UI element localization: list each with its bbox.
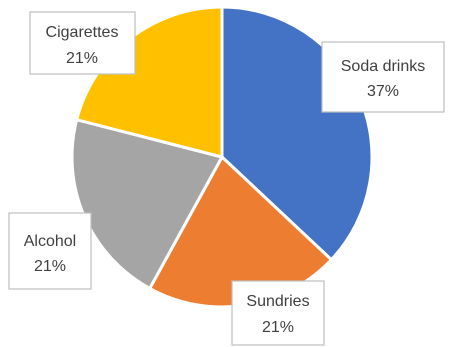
label-alcohol-value: 21% bbox=[34, 258, 66, 275]
label-sundries-name: Sundries bbox=[246, 293, 309, 310]
data-labels: Soda drinks 37% Sundries 21% Alcohol 21%… bbox=[8, 11, 445, 346]
label-cigarettes-name: Cigarettes bbox=[46, 24, 119, 41]
label-sundries-value: 21% bbox=[262, 319, 294, 336]
label-cigarettes-value: 21% bbox=[66, 50, 98, 67]
label-alcohol-name: Alcohol bbox=[24, 233, 76, 250]
label-soda-drinks: Soda drinks 37% bbox=[321, 41, 445, 113]
label-soda-drinks-name: Soda drinks bbox=[341, 58, 426, 75]
label-cigarettes: Cigarettes 21% bbox=[29, 11, 136, 75]
label-soda-drinks-value: 37% bbox=[367, 83, 399, 100]
label-alcohol: Alcohol 21% bbox=[8, 212, 92, 290]
label-sundries: Sundries 21% bbox=[231, 280, 325, 346]
